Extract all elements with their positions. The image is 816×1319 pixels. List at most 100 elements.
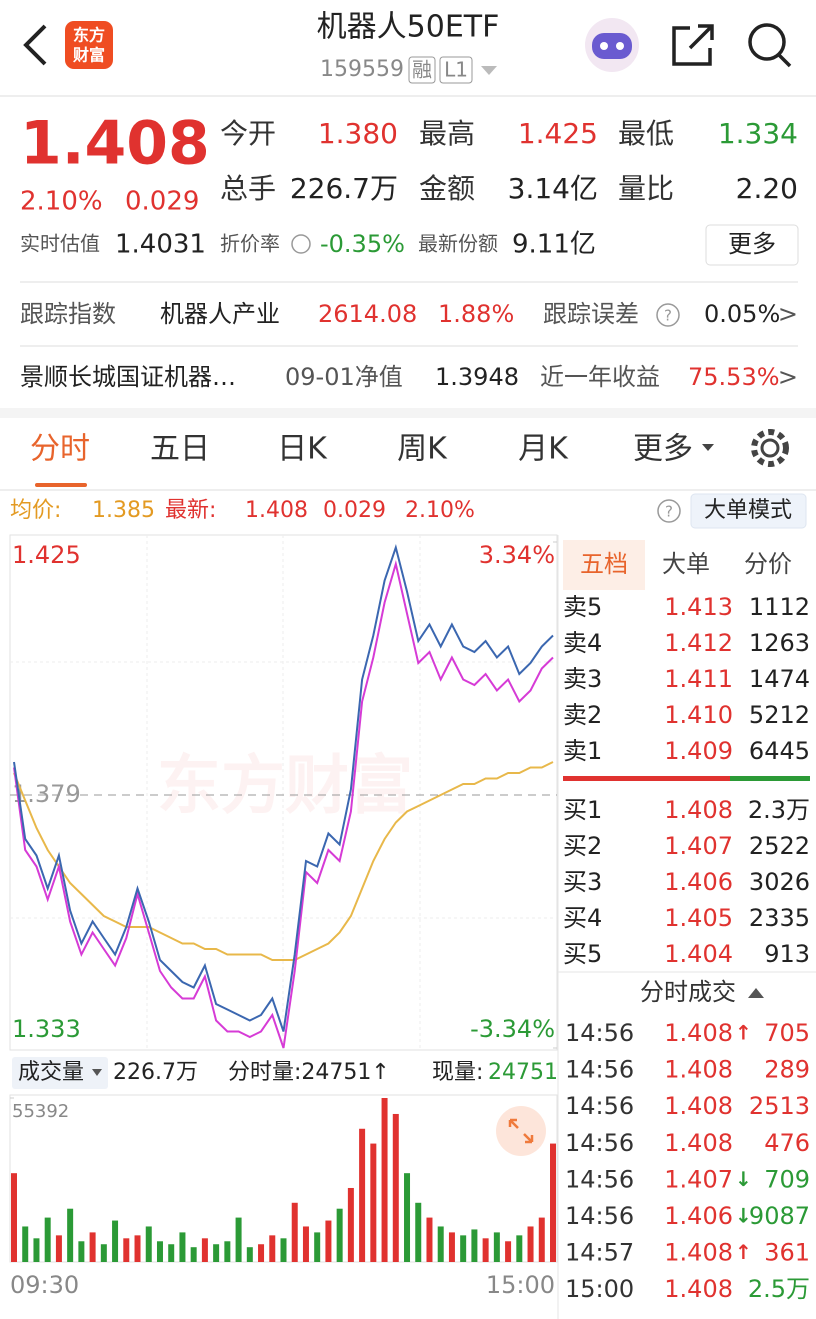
info-icon[interactable] — [291, 234, 311, 254]
tab[interactable]: 分时 — [30, 432, 90, 467]
book-volume: 1112 — [749, 593, 810, 621]
trade-time: 14:56 — [565, 1092, 634, 1120]
trade-time: 14:56 — [565, 1165, 634, 1193]
trade-price: 1.407 — [664, 1165, 733, 1193]
return-label: 近一年收益 — [540, 363, 660, 391]
volume-bar — [33, 1238, 40, 1262]
volume-selector-label: 成交量 — [18, 1060, 84, 1085]
help-icon-glyph: ? — [665, 503, 673, 521]
tag: 融 — [412, 58, 432, 82]
volume-bar — [527, 1226, 534, 1262]
share-button[interactable] — [672, 24, 714, 66]
volume-bar — [426, 1217, 433, 1262]
volume-bar — [404, 1173, 411, 1262]
book-price: 1.410 — [664, 701, 733, 729]
search-handle — [777, 53, 792, 68]
trade-time: 15:00 — [565, 1275, 634, 1303]
book-volume: 913 — [764, 940, 810, 968]
tab[interactable]: 更多 — [633, 432, 693, 467]
avg-label: 均价: — [10, 498, 61, 523]
volume-bar — [381, 1098, 388, 1262]
volume-bar — [123, 1238, 130, 1262]
volume-bar — [493, 1232, 500, 1262]
dropdown-arrow[interactable] — [702, 444, 714, 451]
settings-button[interactable] — [751, 429, 789, 467]
price-line — [13, 761, 554, 961]
expand-button[interactable] — [496, 1106, 546, 1156]
fund-name: 景顺长城国证机器… — [20, 363, 236, 391]
logo — [65, 21, 113, 69]
price-line — [13, 543, 554, 1032]
trade-time: 14:57 — [565, 1239, 634, 1267]
discount-value: -0.35% — [320, 230, 405, 258]
book-label: 卖2 — [563, 701, 602, 729]
stat-label: 最低 — [618, 117, 674, 150]
dropdown-arrow[interactable] — [481, 66, 497, 75]
tab[interactable]: 日K — [277, 432, 328, 467]
tab[interactable]: 月K — [518, 432, 569, 467]
volume-bar — [415, 1202, 422, 1262]
last-label: 最新: — [165, 498, 216, 523]
volume-bar — [156, 1241, 163, 1262]
avg-value: 1.385 — [92, 498, 155, 523]
help-icon[interactable] — [657, 499, 681, 523]
panel-tab[interactable]: 大单 — [662, 550, 710, 578]
trade-volume: 289 — [764, 1056, 810, 1084]
volume-bar — [291, 1202, 298, 1262]
sort-arrow[interactable] — [748, 988, 764, 998]
logo-text: 东方 — [73, 26, 105, 45]
minute-volume: 分时量:24751↑ — [228, 1060, 390, 1085]
trade-direction: ↓ — [735, 1204, 752, 1228]
stat-label: 金额 — [419, 172, 475, 205]
volume-bar — [224, 1241, 231, 1262]
volume-bar — [482, 1238, 489, 1262]
dropdown-arrow[interactable] — [92, 1069, 102, 1076]
search-button[interactable] — [748, 23, 792, 68]
volume-bar — [359, 1128, 366, 1262]
estimate-label: 实时估值 — [20, 232, 100, 256]
share-frame — [672, 26, 712, 66]
y-tick-label: 1.425 — [12, 541, 81, 569]
book-volume: 2335 — [749, 904, 810, 932]
tag-box — [439, 56, 473, 84]
trade-price: 1.408 — [664, 1129, 733, 1157]
now-volume-label: 现量: — [432, 1060, 483, 1085]
expand-glyph — [508, 1118, 534, 1144]
help-icon-glyph: ? — [664, 307, 672, 325]
trade-volume: 476 — [764, 1129, 810, 1157]
volume-selector[interactable] — [12, 1057, 108, 1089]
trade-time: 14:56 — [565, 1129, 634, 1157]
volume-bar — [460, 1235, 467, 1262]
tab[interactable]: 五日 — [150, 432, 210, 467]
volume-total: 226.7万 — [113, 1060, 198, 1085]
back-button[interactable] — [23, 24, 47, 66]
avatar-eye — [616, 42, 624, 50]
trades-title: 分时成交 — [640, 978, 736, 1006]
book-label: 买3 — [563, 868, 602, 896]
mode-button[interactable] — [690, 493, 807, 529]
active-panel-tab[interactable] — [563, 540, 645, 590]
book-volume: 1263 — [749, 629, 810, 657]
stat-value: 1.380 — [318, 117, 398, 150]
last-price: 1.408 — [20, 109, 210, 179]
book-label: 买4 — [563, 904, 602, 932]
more-button[interactable] — [705, 224, 799, 266]
gear-teeth — [751, 429, 789, 467]
help-icon[interactable] — [656, 303, 680, 327]
tab[interactable]: 周K — [397, 432, 448, 467]
avatar[interactable] — [585, 18, 639, 72]
mode-button-label: 大单模式 — [704, 498, 792, 523]
volume-bar — [471, 1229, 478, 1262]
panel-tab[interactable]: 五档 — [580, 550, 628, 578]
trade-volume: 2.5万 — [748, 1275, 810, 1303]
tab-indicator — [35, 483, 87, 487]
book-volume: 2.3万 — [748, 796, 810, 824]
trade-price: 1.408 — [664, 1239, 733, 1267]
trade-volume: 9087 — [749, 1202, 810, 1230]
y2-tick-label: -3.34% — [470, 1015, 555, 1043]
avatar-eye — [600, 42, 608, 50]
panel-tab[interactable]: 分价 — [744, 550, 792, 578]
watermark: 东方财富 — [157, 750, 413, 824]
stat-value: 1.425 — [518, 117, 598, 150]
